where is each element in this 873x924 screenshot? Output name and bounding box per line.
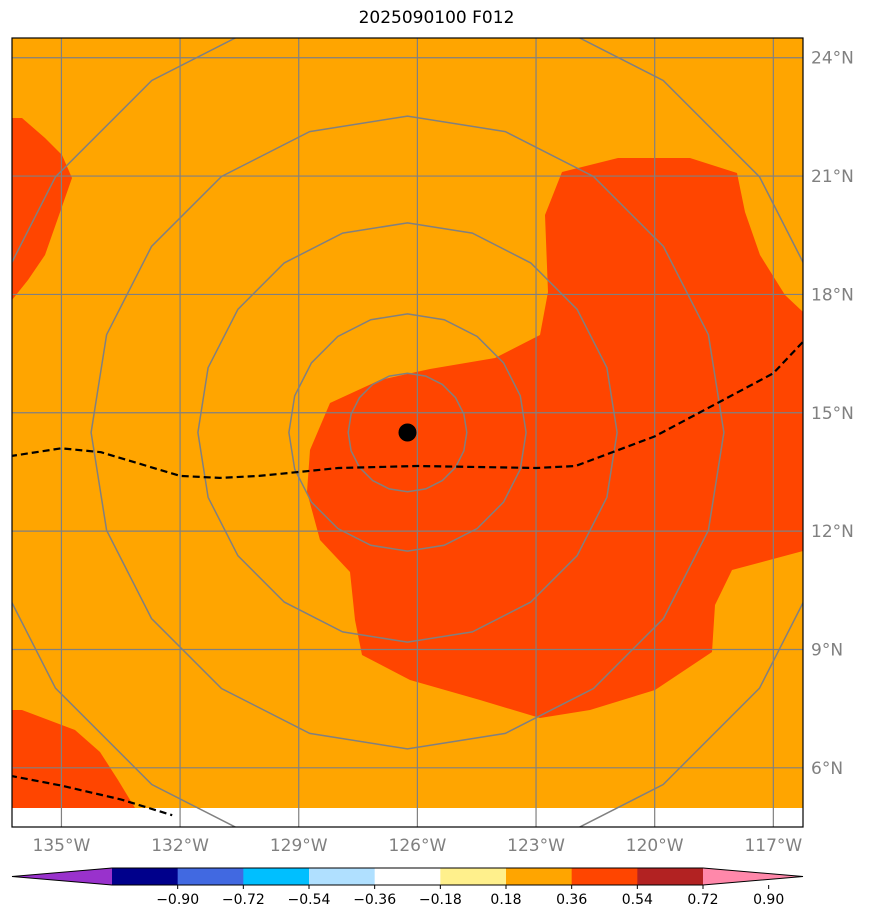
range-ring xyxy=(288,313,527,552)
colorbar-swatch xyxy=(243,868,310,885)
colorbar-tick-label: −0.54 xyxy=(288,892,331,908)
range-ring xyxy=(90,115,725,750)
longitude-label: 135°W xyxy=(33,836,91,856)
longitude-labels: 135°W 132°W 129°W 126°W 123°W 120°W 117°W xyxy=(33,836,803,856)
colorbar-tick-label: 0.90 xyxy=(753,892,784,908)
longitude-label: 117°W xyxy=(744,836,802,856)
colorbar-swatch xyxy=(177,868,244,885)
colorbar-swatch xyxy=(506,868,573,885)
colorbar-tick-label: −0.90 xyxy=(156,892,199,908)
colorbar-tick-label: 0.72 xyxy=(687,892,718,908)
colorbar-tick-label: 0.54 xyxy=(622,892,653,908)
map-area xyxy=(12,38,803,827)
latitude-label: 12°N xyxy=(811,522,854,542)
colorbar-swatch xyxy=(112,868,179,885)
colorbar-extend-low xyxy=(12,868,112,885)
storm-center-marker xyxy=(398,423,417,442)
colorbar: −0.90 −0.72 −0.54 −0.36 −0.18 0.18 0.36 0.54 0.7… xyxy=(11,867,804,908)
gridlines xyxy=(12,38,803,827)
range-ring xyxy=(347,372,468,493)
map-frame xyxy=(11,37,804,828)
colorbar-tick-label: −0.36 xyxy=(353,892,396,908)
colorbar-outline xyxy=(11,867,804,886)
colorbar-swatch xyxy=(571,868,638,885)
colorbar-tick-label: 0.18 xyxy=(490,892,521,908)
field-region-central xyxy=(307,158,803,718)
latitude-label: 21°N xyxy=(811,167,854,187)
range-rings xyxy=(12,38,803,827)
longitude-label: 120°W xyxy=(626,836,684,856)
longitude-label: 126°W xyxy=(389,836,447,856)
latitude-label: 6°N xyxy=(811,759,843,779)
latitude-label: 24°N xyxy=(811,49,854,69)
colorbar-swatch xyxy=(637,868,704,885)
field-region-southwest xyxy=(12,710,135,808)
colorbar-extend-high xyxy=(703,868,803,885)
map-title: 2025090100 F012 xyxy=(358,8,515,28)
longitude-label: 129°W xyxy=(270,836,328,856)
track-line-secondary xyxy=(12,774,173,817)
longitude-label: 123°W xyxy=(507,836,565,856)
colorbar-swatch xyxy=(309,868,376,885)
range-ring xyxy=(197,222,618,643)
latitude-label: 9°N xyxy=(811,640,843,660)
latitude-label: 18°N xyxy=(811,285,854,305)
track-line-main xyxy=(12,341,803,480)
latitude-labels: 6°N 9°N 12°N 15°N 18°N 21°N 24°N xyxy=(811,49,854,779)
range-ring xyxy=(12,38,803,827)
longitude-label: 132°W xyxy=(151,836,209,856)
colorbar-swatch xyxy=(374,868,441,885)
field-region-northwest xyxy=(12,118,72,300)
colorbar-swatch xyxy=(440,868,507,885)
colorbar-tick-label: −0.72 xyxy=(222,892,265,908)
latitude-label: 15°N xyxy=(811,404,854,424)
no-data-strip xyxy=(12,808,803,827)
colorbar-tick-label: 0.36 xyxy=(556,892,587,908)
colorbar-tick-label: −0.18 xyxy=(419,892,462,908)
